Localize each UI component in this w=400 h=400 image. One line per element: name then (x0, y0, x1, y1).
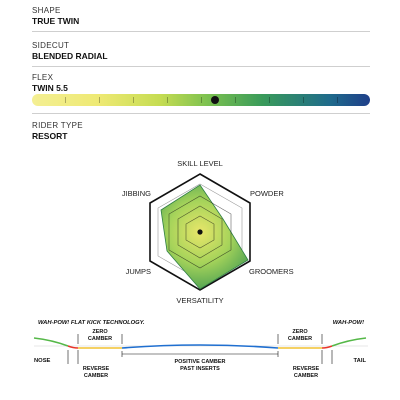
reverse-camber-label-right: CAMBER (294, 373, 318, 379)
flex-tick (133, 97, 134, 103)
spec-sidecut-label: SIDECUT (32, 41, 70, 50)
radar-grid-ring (177, 205, 223, 259)
reverse-camber-tail-segment (321, 345, 333, 349)
divider (32, 31, 370, 32)
spec-rider-type-label: RIDER TYPE (32, 121, 83, 130)
positive-camber-label: PAST INSERTS (180, 366, 220, 372)
reverse-camber-label-right: REVERSE (293, 366, 320, 372)
divider (32, 66, 370, 67)
radar-outer-hexagon (149, 173, 251, 291)
spec-sidecut-value: BLENDED RADIAL (32, 51, 108, 61)
nose-label: NOSE (34, 358, 51, 364)
radar-axis-label: GROOMERS (249, 267, 294, 276)
spec-shape-label: SHAPE (32, 6, 61, 15)
spec-sidecut: SIDECUT BLENDED RADIAL (32, 41, 108, 62)
flex-indicator-dot (211, 96, 219, 104)
spec-rider-type: RIDER TYPE RESORT (32, 121, 83, 142)
radar-axis-label: SKILL LEVEL (177, 159, 223, 168)
flex-tick (269, 97, 270, 103)
tail-label: TAIL (354, 358, 367, 364)
radar-axis-label: JIBBING (122, 189, 151, 198)
positive-camber-segment (121, 344, 279, 349)
kick-nose-segment (33, 337, 69, 347)
radar-grid-ring (168, 195, 232, 269)
camber-profile-diagram: WAH-POW! FLAT KICK TECHNOLOGY. WAH-POW! … (33, 320, 368, 379)
rider-radar-chart: SKILL LEVEL POWDER GROOMERS VERSATILITY … (122, 159, 294, 305)
flex-scale-bar (32, 94, 370, 106)
spec-rider-type-value: RESORT (32, 131, 68, 141)
radar-axis-label: JUMPS (126, 267, 151, 276)
zero-camber-label-left: CAMBER (88, 336, 112, 342)
zero-camber-label-left: ZERO (92, 329, 108, 335)
radar-grid-ring (185, 215, 215, 249)
positive-camber-label: POSITIVE CAMBER (174, 359, 225, 365)
flex-tick (337, 97, 338, 103)
radar-axis-label: POWDER (250, 189, 284, 198)
flex-tick (201, 97, 202, 103)
tech-label-left: WAH-POW! FLAT KICK TECHNOLOGY. (38, 320, 145, 326)
zero-camber-label-right: CAMBER (288, 336, 312, 342)
reverse-camber-label-left: REVERSE (83, 366, 110, 372)
spec-shape: SHAPE TRUE TWIN (32, 6, 79, 27)
flex-tick (167, 97, 168, 103)
tech-label-right: WAH-POW! (333, 320, 364, 326)
flex-tick (303, 97, 304, 103)
zero-camber-label-right: ZERO (292, 329, 308, 335)
divider (32, 113, 370, 114)
reverse-camber-label-left: CAMBER (84, 373, 108, 379)
radar-axis-label: VERSATILITY (176, 296, 223, 305)
flex-tick (99, 97, 100, 103)
spec-flex-label: FLEX (32, 73, 54, 82)
flex-tick (235, 97, 236, 103)
reverse-camber-nose-segment (67, 345, 79, 349)
kick-tail-segment (331, 337, 367, 347)
radar-center-dot (197, 229, 203, 235)
spec-flex-value: TWIN 5.5 (32, 83, 68, 93)
flex-tick (65, 97, 66, 103)
spec-flex: FLEX TWIN 5.5 (32, 73, 68, 94)
spec-shape-value: TRUE TWIN (32, 16, 80, 26)
radar-data-area (160, 184, 249, 290)
